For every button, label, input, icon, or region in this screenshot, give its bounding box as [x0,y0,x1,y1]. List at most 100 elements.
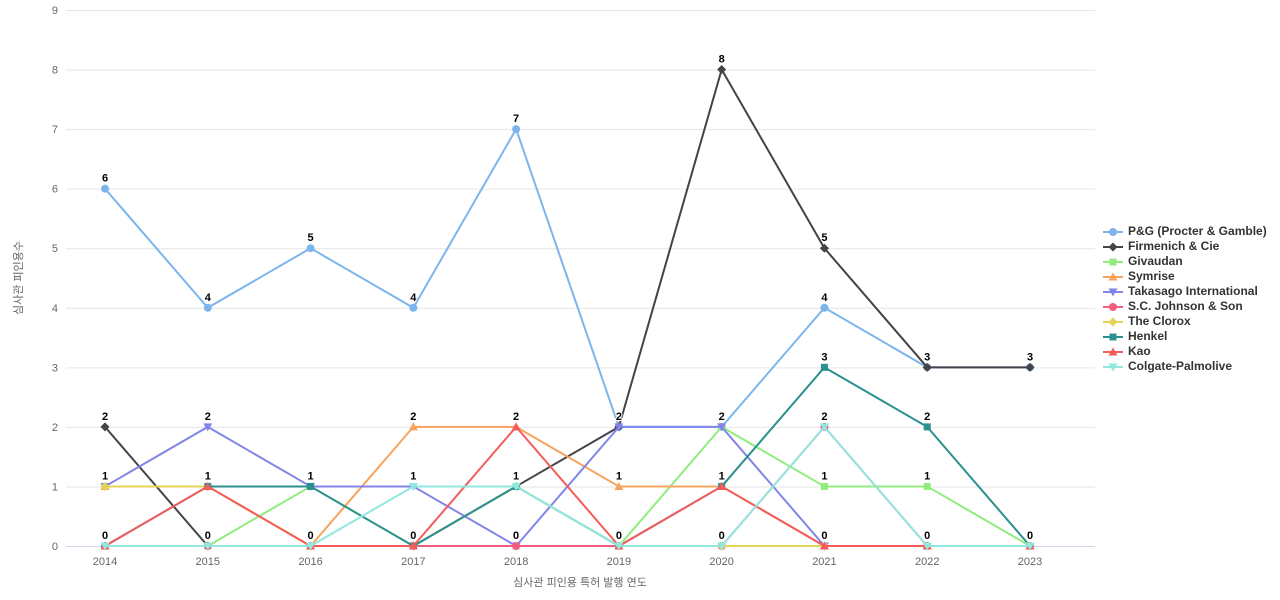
data-label: 0 [821,530,827,542]
series-p-g-procter-gamble [101,125,1034,431]
legend-item-givaudan[interactable]: Givaudan [1102,254,1278,269]
legend-item-label: The Clorox [1128,314,1191,328]
y-tick-label-6: 6 [52,184,58,196]
series-line-colgate-palmolive [104,425,1031,547]
data-label: 1 [513,470,519,482]
data-label: 1 [307,470,313,482]
legend-marker-icon [1103,363,1123,371]
x-tick-label-2014: 2014 [93,556,117,568]
legend-marker-icon [1103,302,1123,311]
y-axis-title: 심사관 피인용수 [12,241,25,315]
legend-item-label: Firmenich & Cie [1128,239,1220,253]
legend-marker-shape [1109,302,1117,311]
data-label: 8 [719,54,725,66]
series-marker-colgate-palmolive [1025,542,1035,551]
legend-item-the-clorox[interactable]: The Clorox [1102,314,1278,329]
data-label: 2 [719,411,725,423]
data-label: 0 [616,530,622,542]
series-line-p-g-procter-gamble [104,128,1031,428]
series-marker-p-g-procter-gamble [306,244,315,253]
data-label: 2 [924,411,930,423]
y-tick-label-9: 9 [52,5,58,17]
data-label: 1 [616,470,622,482]
x-tick-label-2020: 2020 [709,556,733,568]
legend-marker-icon [1103,227,1123,236]
data-label: 0 [513,530,519,542]
series-marker-colgate-palmolive [203,542,213,551]
y-tick-label-7: 7 [52,124,58,136]
legend-item-label: Colgate-Palmolive [1128,359,1233,373]
data-label: 3 [821,351,827,363]
data-label: 1 [410,470,416,482]
series-marker-takasago-international [717,423,727,432]
y-tick-label-3: 3 [52,362,58,374]
legend-item-s-c-johnson-son[interactable]: S.C. Johnson & Son [1102,299,1278,314]
data-label: 1 [821,470,827,482]
series-marker-p-g-procter-gamble [820,303,829,312]
data-label: 0 [205,530,211,542]
series-marker-firmenich-cie [819,243,829,253]
data-label: 5 [821,232,827,244]
legend-item-label: Takasago International [1128,284,1258,298]
data-label: 3 [924,351,930,363]
legend-item-label: Henkel [1128,329,1168,343]
data-label: 0 [410,530,416,542]
data-label: 7 [513,113,519,125]
x-tick-label-2018: 2018 [504,556,528,568]
data-label: 1 [102,470,108,482]
legend-item-takasago-international[interactable]: Takasago International [1102,284,1278,299]
series-marker-colgate-palmolive [717,542,727,551]
legend-marker-icon [1103,347,1123,355]
legend-item-p-g-procter-gamble[interactable]: P&G (Procter & Gamble) [1102,224,1278,239]
series-marker-firmenich-cie [1025,362,1035,372]
series-line-kao [104,425,1031,547]
legend-item-label: Givaudan [1128,254,1183,268]
data-label: 2 [821,411,827,423]
legend-marker-icon [1103,272,1123,280]
gridlines [66,10,1095,547]
legend-marker-shape [1109,333,1117,340]
legend-marker-shape [1108,347,1118,355]
legend-marker-shape [1108,363,1118,371]
data-label: 0 [924,530,930,542]
legend-item-henkel[interactable]: Henkel [1102,329,1278,344]
data-label: 1 [205,470,211,482]
series-marker-firmenich-cie [100,422,110,432]
data-label: 4 [205,292,212,304]
series-marker-henkel [820,363,828,371]
x-tick-label-2021: 2021 [812,556,836,568]
legend-item-kao[interactable]: Kao [1102,344,1278,359]
data-label: 5 [307,232,313,244]
legend-item-firmenich-cie[interactable]: Firmenich & Cie [1102,239,1278,254]
data-label: 3 [1027,351,1033,363]
series-marker-p-g-procter-gamble [409,303,418,312]
legend-item-colgate-palmolive[interactable]: Colgate-Palmolive [1102,359,1278,374]
data-label: 0 [1027,530,1033,542]
y-tick-label-4: 4 [52,303,58,315]
legend-item-label: S.C. Johnson & Son [1128,299,1243,313]
series-marker-takasago-international [203,423,213,432]
y-tick-label-5: 5 [52,243,58,255]
series-marker-kao [203,481,213,490]
series-marker-givaudan [923,482,931,490]
legend-marker-shape [1108,317,1118,326]
series-marker-kao [511,422,521,431]
x-tick-label-2017: 2017 [401,556,425,568]
series-marker-p-g-procter-gamble [101,184,109,193]
data-labels-group: 6 2 0 1 4 0 1 2 5 0 1 4 0 2 1 7 1 0 2 2 0 1 2 8 1 0 4 5 1 0 2 3 3 1 0 2 3 0 [101,53,1034,543]
series-marker-givaudan [820,482,828,490]
series-colgate-palmolive [100,423,1035,551]
x-axis-title: 심사관 피인용 특허 발행 연도 [513,576,647,589]
legend-item-symrise[interactable]: Symrise [1102,269,1278,284]
data-label: 6 [102,173,108,185]
series-marker-symrise [614,481,624,490]
series-marker-henkel [923,423,931,431]
data-label: 1 [924,470,930,482]
y-tick-label-1: 1 [52,481,58,493]
series-marker-firmenich-cie [717,65,727,75]
data-label: 4 [821,292,828,304]
data-label: 2 [102,411,108,423]
data-label: 2 [205,411,211,423]
x-tick-label-2016: 2016 [298,556,322,568]
